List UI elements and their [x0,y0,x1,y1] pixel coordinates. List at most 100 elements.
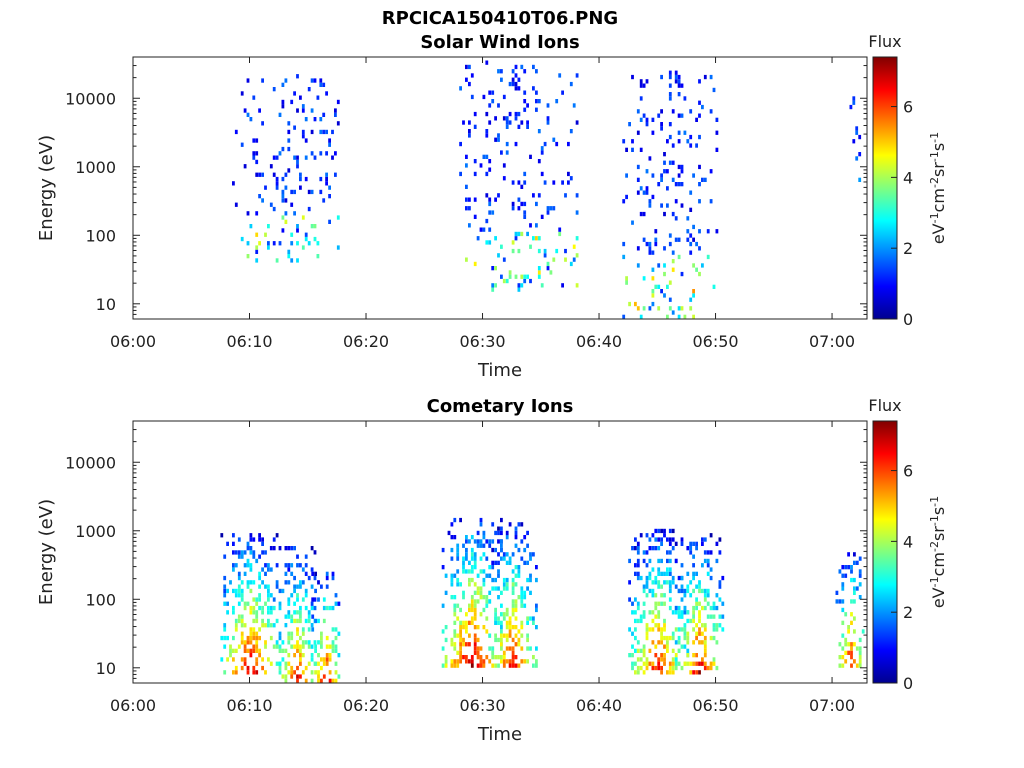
spectrogram-cell [651,627,655,632]
spectrogram-cell [706,550,710,555]
spectrogram-cell [290,631,294,636]
spectrogram-cell [660,635,663,641]
spectrogram-cell [514,633,518,638]
x-tick-label: 06:10 [226,332,272,351]
spectrogram-cell [514,625,518,630]
spectrogram-cell [313,575,317,581]
spectrogram-cell [301,644,305,649]
spectrogram-cell [290,665,294,671]
spectrogram-cell [674,610,678,615]
spectrogram-cell [278,665,282,671]
spectrogram-cell [310,151,314,156]
spectrogram-cell [272,537,276,542]
spectrogram-cell [255,172,259,177]
spectrogram-cell [511,586,515,591]
spectrogram-cell [668,96,672,101]
spectrogram-cell [267,597,270,602]
spectrogram-cell [709,605,713,611]
x-tick-label: 06:10 [226,696,272,715]
spectrogram-cell [258,605,261,611]
spectrogram-cell [272,241,276,246]
spectrogram-cell [529,590,532,595]
spectrogram-cell [311,571,315,576]
spectrogram-cell [569,176,573,181]
spectrogram-cell [237,601,241,606]
spectrogram-cell [666,644,669,649]
spectrogram-cell [645,623,649,628]
spectrogram-cell [841,565,845,570]
spectrogram-cell [657,546,661,551]
spectrogram-cell [855,130,859,135]
spectrogram-cell [301,631,305,636]
spectrogram-cell [535,663,538,668]
spectrogram-cell [508,270,512,275]
spectrogram-cell [628,122,631,127]
x-tick-label: 06:40 [576,696,622,715]
spectrogram-cell [468,539,471,544]
spectrogram-cell [853,586,856,591]
spectrogram-cell [648,575,652,581]
spectrogram-cell [639,657,643,662]
spectrogram-cell [246,112,250,117]
spectrogram-cell [666,571,669,576]
spectrogram-cell [692,541,695,546]
spectrogram-cell [465,77,468,82]
spectrogram-cell [651,276,655,281]
spectrogram-cell [683,623,687,628]
spectrogram-cell [689,670,693,675]
y-tick-label: 1000 [75,158,116,177]
spectrogram-cell [654,229,658,234]
spectrogram-cell [532,193,535,198]
colorbar-title: Flux [868,396,901,415]
spectrogram-cell [502,278,506,284]
spectrogram-cell [473,171,477,177]
spectrogram-cell [683,593,687,598]
spectrogram-cell [858,177,862,182]
spectrogram-cell [841,607,845,613]
spectrogram-cell [500,77,503,82]
spectrogram-cell [636,546,640,551]
spectrogram-cell [258,533,261,538]
spectrogram-cell [523,201,527,207]
spectrogram-cell [334,678,338,683]
spectrogram-cell [692,640,695,645]
spectrogram-cell [686,139,690,144]
spectrogram-cell [502,616,506,621]
spectrogram-cell [572,103,576,108]
spectrogram-cell [468,607,471,613]
spectrogram-cell [243,640,247,645]
spectrogram-cell [698,670,701,675]
spectrogram-cell [695,241,698,247]
spectrogram-cell [453,612,457,617]
spectrogram-cell [844,612,848,617]
spectrogram-cell [701,605,704,611]
spectrogram-cell [511,69,515,74]
spectrogram-cell [648,199,652,204]
spectrogram-cell [505,150,509,155]
spectrogram-cell [301,245,305,250]
spectrogram-cell [532,64,535,70]
spectrogram-cell [494,137,497,142]
spectrogram-cell [648,246,652,251]
spectrogram-cell [660,571,663,576]
spectrogram-cell [511,590,515,595]
spectrogram-cell [334,593,338,598]
spectrogram-cell [290,674,294,679]
spectrogram-cell [281,82,285,87]
spectrogram-cell [299,635,302,641]
spectrogram-cell [255,631,259,636]
x-tick-label: 07:00 [809,332,855,351]
spectrogram-cell [537,236,541,241]
spectrogram-cell [252,670,256,675]
spectrogram-cell [663,580,666,585]
spectrogram-cell [500,625,503,630]
spectrogram-cell [642,661,646,666]
spectrogram-cell [488,227,492,232]
spectrogram-cell [485,599,489,604]
spectrogram-cell [636,618,640,624]
spectrogram-cell [642,550,646,555]
spectrogram-cell [287,168,291,173]
spectrogram-cell [296,224,299,229]
spectrogram-cell [677,648,681,653]
spectrogram-cell [654,237,658,242]
